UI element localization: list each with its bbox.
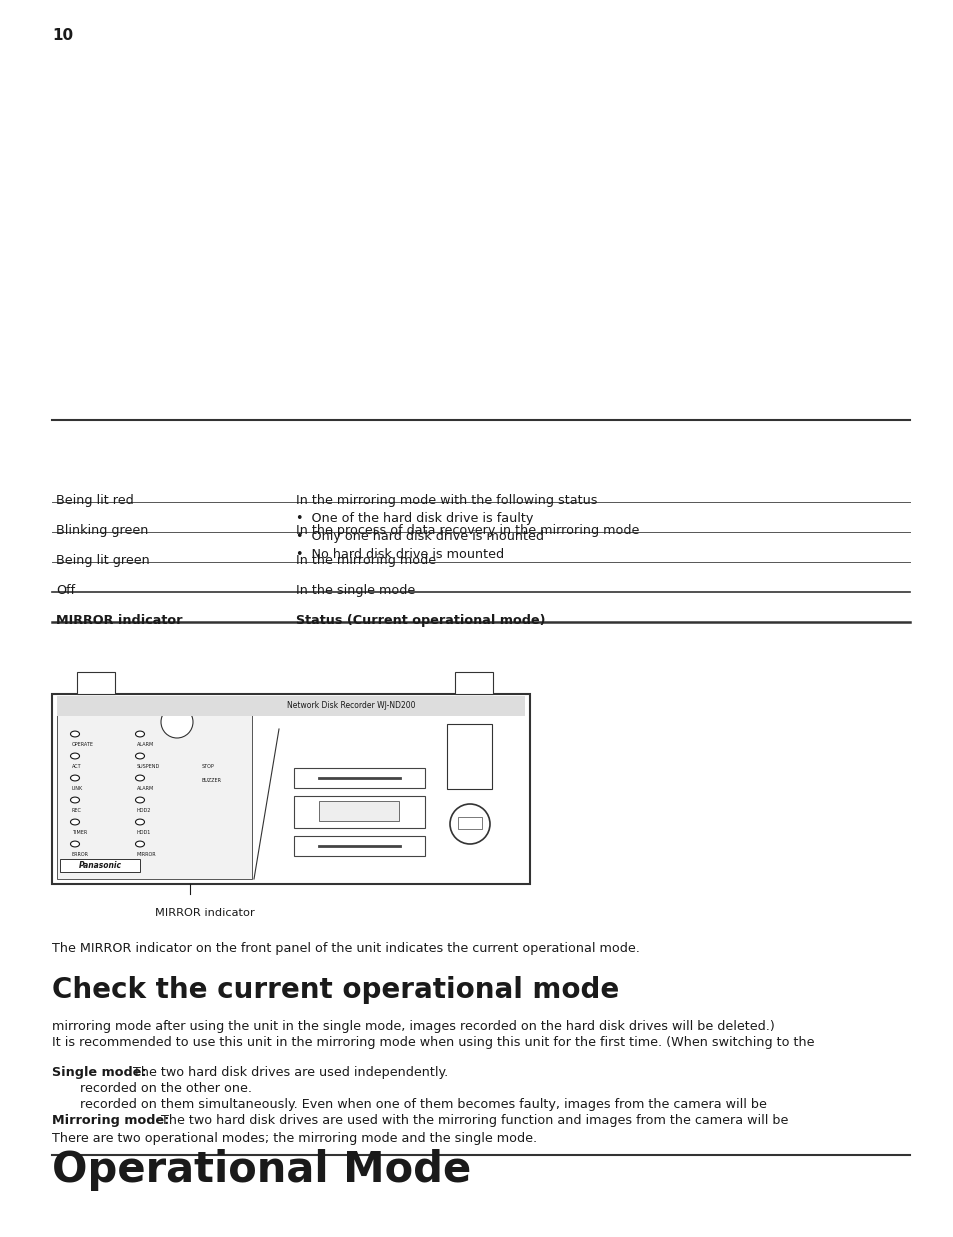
Ellipse shape [71,841,79,847]
Text: mirroring mode after using the unit in the single mode, images recorded on the h: mirroring mode after using the unit in t… [52,1021,774,1033]
Text: The MIRROR indicator on the front panel of the unit indicates the current operat: The MIRROR indicator on the front panel … [52,943,639,955]
Text: Mirroring mode:: Mirroring mode: [52,1115,169,1127]
Bar [447,724,492,789]
Text: HDD2: HDD2 [137,808,152,813]
Text: It is recommended to use this unit in the mirroring mode when using this unit fo: It is recommended to use this unit in th… [52,1037,814,1049]
Text: MIRROR indicator: MIRROR indicator [56,614,182,627]
Text: ALARM: ALARM [137,742,154,747]
Text: In the mirroring mode: In the mirroring mode [295,554,436,567]
Bar [294,836,424,856]
Text: In the mirroring mode with the following status
•  One of the hard disk drive is: In the mirroring mode with the following… [295,494,597,562]
Text: MIRROR indicator: MIRROR indicator [154,908,254,918]
Text: SUSPEND: SUSPEND [137,764,160,769]
Ellipse shape [71,753,79,760]
Bar [60,858,140,872]
Bar [77,672,115,694]
Ellipse shape [135,753,144,760]
Text: recorded on them simultaneously. Even when one of them becomes faulty, images fr: recorded on them simultaneously. Even wh… [80,1098,766,1111]
Text: The two hard disk drives are used with the mirroring function and images from th: The two hard disk drives are used with t… [157,1115,787,1127]
Text: LINK: LINK [71,785,83,790]
Text: Being lit red: Being lit red [56,494,133,507]
Ellipse shape [135,841,144,847]
Bar [294,795,424,828]
Text: Panasonic: Panasonic [78,861,121,870]
Polygon shape [52,694,530,884]
Text: Blinking green: Blinking green [56,524,149,537]
Text: In the single mode: In the single mode [295,584,415,597]
Text: ACT: ACT [71,764,82,769]
Bar [318,802,398,821]
Ellipse shape [71,731,79,737]
Bar [455,672,493,694]
Text: Status (Current operational mode): Status (Current operational mode) [295,614,545,627]
Text: OPERATE: OPERATE [71,742,94,747]
Ellipse shape [135,819,144,825]
Text: ALARM: ALARM [137,785,154,790]
Text: There are two operational modes; the mirroring mode and the single mode.: There are two operational modes; the mir… [52,1132,537,1145]
Ellipse shape [135,797,144,803]
Text: recorded on the other one.: recorded on the other one. [80,1082,252,1095]
Text: Being lit green: Being lit green [56,554,150,567]
Text: REC: REC [71,808,82,813]
Text: Single mode:: Single mode: [52,1066,147,1079]
Text: HDD1: HDD1 [137,830,152,835]
Text: In the process of data recovery in the mirroring mode: In the process of data recovery in the m… [295,524,639,537]
Ellipse shape [71,819,79,825]
Bar [457,816,481,829]
Circle shape [161,706,193,738]
Text: TIMER: TIMER [71,830,87,835]
Bar [57,696,524,716]
Bar [294,768,424,788]
Ellipse shape [71,797,79,803]
Ellipse shape [135,776,144,781]
Ellipse shape [71,776,79,781]
Circle shape [450,804,490,844]
Text: MIRROR: MIRROR [137,852,156,857]
Text: 10: 10 [52,28,73,43]
Text: BUZZER: BUZZER [202,778,222,783]
Text: The two hard disk drives are used independently.: The two hard disk drives are used indepe… [129,1066,448,1079]
Text: Off: Off [56,584,75,597]
Ellipse shape [135,731,144,737]
Text: ERROR: ERROR [71,852,89,857]
Text: STOP: STOP [202,764,214,769]
Text: Check the current operational mode: Check the current operational mode [52,976,618,1004]
Bar [57,699,252,880]
Text: Operational Mode: Operational Mode [52,1149,471,1191]
Text: Network Disk Recorder WJ-ND200: Network Disk Recorder WJ-ND200 [287,701,415,710]
